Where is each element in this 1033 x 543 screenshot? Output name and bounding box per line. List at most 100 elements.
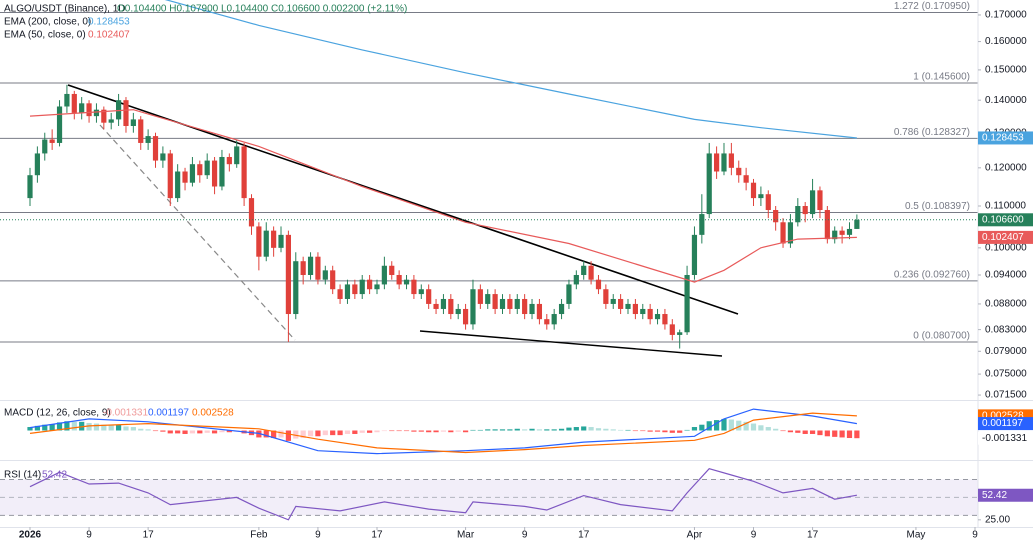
macd-line [29, 408, 858, 455]
rsi-tag-label: 52.42 [982, 490, 1007, 501]
candle-body [802, 206, 808, 215]
macd-histogram-bar [189, 430, 196, 434]
macd-histogram-bar [426, 430, 432, 433]
macd-histogram-bar [610, 429, 616, 431]
macd-line [29, 412, 857, 454]
y-tick-label: 0.110000 [985, 201, 1026, 212]
candle-body [632, 303, 638, 315]
y-tick-label: 0.094000 [985, 270, 1027, 281]
candle-body [189, 164, 196, 183]
macd-histogram-bar [123, 426, 129, 431]
y-tick-label: 0.071500 [985, 390, 1027, 401]
candle-body [684, 274, 690, 333]
candle-body [241, 146, 247, 199]
candle-body [736, 167, 742, 176]
macd-histogram-bar [79, 421, 85, 431]
macd-histogram-bar [204, 430, 210, 433]
candle-body [315, 256, 321, 280]
candle-body [743, 175, 749, 183]
macd-histogram-bar [603, 428, 609, 431]
fib-level-label: 0 (0.080700) [913, 331, 970, 342]
macd-histogram-bar [795, 430, 801, 433]
x-tick-label: Feb [250, 530, 268, 541]
rsi-pane [0, 468, 978, 521]
legend-value: 0.002528 [192, 408, 234, 419]
macd-tag-label: 0.001197 [982, 418, 1023, 429]
y-tick-label: 0.075000 [985, 369, 1027, 380]
macd-histogram-bar [42, 424, 48, 431]
macd-histogram-bar [595, 428, 602, 431]
candle-body [403, 279, 410, 285]
y-tick-label: 0.100000 [985, 242, 1027, 253]
macd-histogram-bar [654, 430, 661, 432]
macd-histogram-bar [544, 429, 550, 431]
candle-body [618, 298, 624, 309]
macd-histogram-bar [115, 424, 122, 431]
y-tick-label: 25.00 [985, 514, 1010, 525]
candle-body [307, 256, 314, 275]
candle-body [699, 214, 705, 235]
candle-body [130, 119, 136, 127]
macd-histogram-bar [108, 425, 114, 431]
fib-level-label: 1 (0.145600) [913, 72, 970, 83]
candle-body [625, 303, 631, 309]
macd-histogram-bar [492, 429, 498, 431]
macd-histogram-bar [647, 430, 653, 432]
macd-histogram-bar [403, 430, 410, 432]
macd-histogram-bar [714, 420, 720, 431]
ema-line [164, 0, 857, 139]
macd-histogram-bar [618, 429, 624, 431]
macd-tag-label: -0.001331 [982, 433, 1027, 444]
macd-histogram-bar [662, 430, 668, 433]
macd-histogram-bar [787, 430, 794, 433]
macd-histogram-bar [470, 429, 476, 431]
macd-histogram-bar [389, 430, 395, 432]
candle-body [780, 222, 786, 244]
macd-histogram-bar [462, 430, 469, 433]
candle-body [93, 109, 100, 117]
x-tick-label: 17 [807, 530, 819, 541]
macd-pane [27, 408, 860, 455]
macd-histogram-bar [802, 430, 808, 434]
candle-body [603, 289, 609, 304]
fib-level-label: 0.786 (0.128327) [894, 127, 970, 138]
candle-body [765, 194, 771, 211]
legend-value: 0.128453 [88, 17, 130, 28]
macd-histogram-bar [86, 422, 92, 431]
x-tick-label: 9 [86, 530, 92, 541]
candle-body [263, 230, 269, 257]
x-tick-label: 17 [371, 530, 383, 541]
macd-histogram-bar [839, 430, 845, 438]
macd-histogram-bar [381, 430, 387, 432]
candle-body [499, 298, 506, 309]
macd-histogram-bar [367, 430, 373, 433]
macd-histogram-bar [669, 430, 675, 433]
candle-body [426, 289, 432, 304]
candle-body [271, 230, 277, 248]
x-tick-label: Apr [687, 530, 703, 541]
legend-name: EMA (50, close, 0) [4, 30, 86, 41]
candle-body [809, 190, 816, 215]
candle-body [42, 139, 48, 154]
candle-body [167, 153, 173, 199]
macd-histogram-bar [175, 430, 181, 434]
candle-body [787, 222, 794, 244]
candle-body [750, 182, 757, 199]
macd-histogram-bar [418, 430, 424, 432]
candle-body [108, 119, 114, 123]
x-tick-label: May [906, 530, 925, 541]
candle-body [34, 153, 40, 176]
macd-histogram-bar [677, 430, 683, 433]
candle-body [381, 265, 387, 285]
candle-body [640, 308, 646, 315]
macd-histogram-bar [499, 429, 506, 431]
candle-body [573, 274, 579, 285]
macd-histogram-bar [34, 425, 40, 431]
macd-histogram-bar [49, 424, 55, 431]
candle-body [662, 314, 668, 325]
macd-histogram-bar [507, 429, 513, 431]
candle-body [714, 153, 720, 172]
x-tick-label: 9 [972, 530, 978, 541]
candle-body [817, 190, 823, 211]
